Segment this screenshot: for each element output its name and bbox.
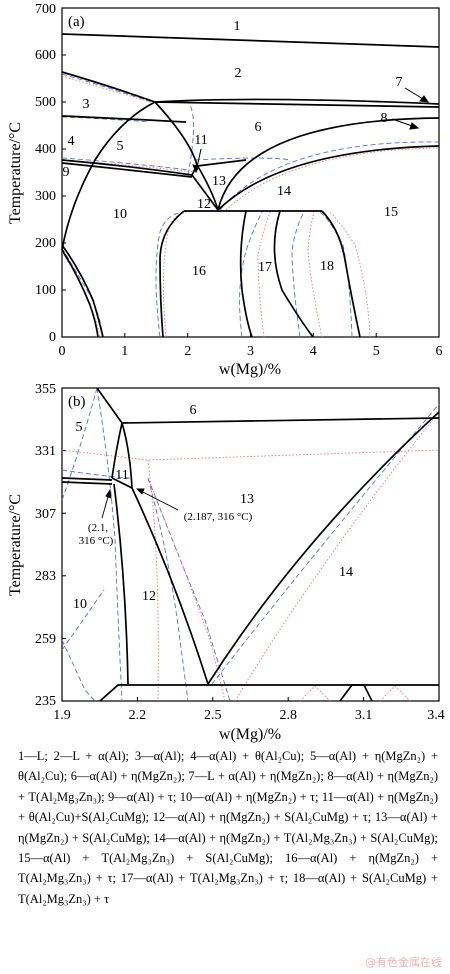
legend-item: 13—α(Al) + η(MgZn₂) + S(Al₂CuMg); [18,810,438,845]
region-7-label: 7 [396,75,403,90]
panel-b-ytick: 355 [35,382,56,397]
region-14-label: 14 [277,184,291,199]
panel-b-label: (b) [68,394,86,410]
panel-a: 0 100 200 300 400 500 600 700 0 1 2 3 4 … [7,2,443,378]
panel-a-xlabel: w(Mg)/% [219,361,281,378]
region-11-label: 11 [194,133,207,148]
region-12-label: 12 [197,197,211,212]
panel-b-ylabel: Temperature/°C [7,494,24,596]
panel-a-xtick: 6 [436,344,443,359]
region-6-label: 6 [255,120,262,135]
panel-a-xtick: 0 [59,344,66,359]
panel-a-arrows [192,87,430,174]
panel-b-region-14-label: 14 [339,565,353,580]
watermark: @有色金属在线 [365,956,442,969]
region-18-label: 18 [320,259,334,274]
region-15-label: 15 [384,205,398,220]
panel-b-solid-lines [61,387,440,702]
panel-b-region-10-label: 10 [73,597,87,612]
panel-a-xtick: 1 [121,344,128,359]
legend-item: 8—α(Al) + η(MgZn₂) + T(Al₂Mg₃Zn₃); [18,769,438,804]
panel-b: 235 259 283 307 331 355 1.9 2.2 2.5 2.8 … [7,382,445,743]
legend-item: 9—α(Al) + τ; [108,789,177,804]
panel-b-xtick: 1.9 [53,708,71,723]
legend-item: 18—α(Al) + S(Al₂CuMg) + T(Al₂Mg₃Zn₃) + τ [18,871,439,906]
legend-item: 7—L + α(Al) + η(MgZn₂); [188,769,324,784]
panel-a-ytick: 500 [35,95,56,110]
region-1-label: 1 [234,19,241,34]
panel-a-xtick: 4 [310,344,317,359]
panel-a-solid-lines [61,33,440,338]
region-16-label: 16 [192,264,206,279]
legend-item: 1—L; [18,749,48,763]
panel-a-y-ticks [62,54,377,338]
panel-b-xtick: 3.4 [427,708,445,723]
legend-item: 15—α(Al) + T(Al₂Mg₃Zn₃) + S(Al₂CuMg); [18,851,273,866]
panel-b-xtick: 2.2 [129,708,147,723]
point-annotation-a-line2: 316 °C) [79,535,114,547]
region-13-label: 13 [212,174,226,189]
panel-a-xtick: 3 [247,344,254,359]
panel-a-ytick: 400 [35,142,56,157]
legend-item: 6—α(Al) + η(MgZn₂); [70,769,185,784]
panel-b-ytick: 283 [35,569,56,584]
panel-a-ylabel: Temperature/°C [7,122,24,224]
point-annotation-a-line1: (2.1, [88,522,108,534]
panel-b-dashed-lines [61,387,440,702]
panel-b-dotted-lines [61,411,440,702]
legend-item: 12—α(Al) + η(MgZn₂) + S(Al₂CuMg) + τ; [152,810,372,825]
panel-b-region-13-label: 13 [240,492,254,507]
region-8-label: 8 [381,111,388,126]
legend-item: 16—α(Al) + η(MgZn₂) + T(Al₂Mg₃Zn₃) + τ; [18,851,438,886]
panel-a-xtick: 5 [373,344,380,359]
panel-a-ytick: 100 [35,283,56,298]
legend-item: 5—α(Al) + η(MgZn₂) + θ(Al₂Cu); [18,749,438,784]
legend-item: 3—α(Al); [134,749,185,763]
panel-b-ticks [62,450,365,701]
region-5-label: 5 [117,139,124,154]
panel-a-ytick: 0 [49,330,56,345]
panel-a-dashed-lines [61,73,440,338]
panel-a-ytick: 200 [35,236,56,251]
panel-b-frame [61,387,440,702]
legend-item: 11—α(Al) + η(MgZn₂) + θ(Al₂Cu)+S(Al₂CuMg… [18,789,438,825]
panel-b-xtick: 2.8 [279,708,297,723]
panel-b-xtick: 2.5 [204,708,222,723]
panel-b-ytick: 307 [35,507,56,522]
region-4-label: 4 [68,134,75,149]
region-17-label: 17 [258,260,272,275]
panel-b-arrows [101,488,179,519]
panel-b-xlabel: w(Mg)/% [219,726,281,743]
legend: 1—L; 2—L + α(Al); 3—α(Al); 4—α(Al) + θ(A… [18,746,438,909]
region-10-label: 10 [113,207,127,222]
panel-b-region-11-label: 11 [115,468,128,483]
panel-b-ytick: 259 [35,632,56,647]
panel-b-ytick: 235 [35,694,56,709]
region-3-label: 3 [83,97,90,112]
legend-item: 14—α(Al) + η(MgZn₂) + T(Al₂Mg₃Zn₃) + S(A… [153,830,438,845]
panel-a-ytick: 300 [35,189,56,204]
panel-b-region-6-label: 6 [190,403,197,418]
point-annotation-b: (2.187, 316 °C) [184,511,253,523]
legend-item: 10—α(Al) + η(MgZn₂) + τ; [179,789,319,804]
region-9-label: 9 [63,165,70,180]
legend-item: 17—α(Al) + T(Al₂Mg₃Zn₃) + τ; [120,871,289,886]
panel-b-region-12-label: 12 [142,589,156,604]
panel-a-label: (a) [68,14,85,30]
panel-b-xtick: 3.1 [355,708,373,723]
panel-a-ytick: 600 [35,48,56,63]
panel-b-region-5-label: 5 [76,420,83,435]
panel-a-xtick: 2 [184,344,191,359]
panel-a-dotted-lines [61,75,440,338]
region-2-label: 2 [235,66,242,81]
panel-a-frame [61,7,440,338]
panel-a-ytick: 700 [35,2,56,17]
legend-item: 4—α(Al) + θ(Al₂Cu); [190,749,305,763]
panel-b-ytick: 331 [35,444,56,459]
legend-item: 2—L + α(Al); [53,749,130,763]
